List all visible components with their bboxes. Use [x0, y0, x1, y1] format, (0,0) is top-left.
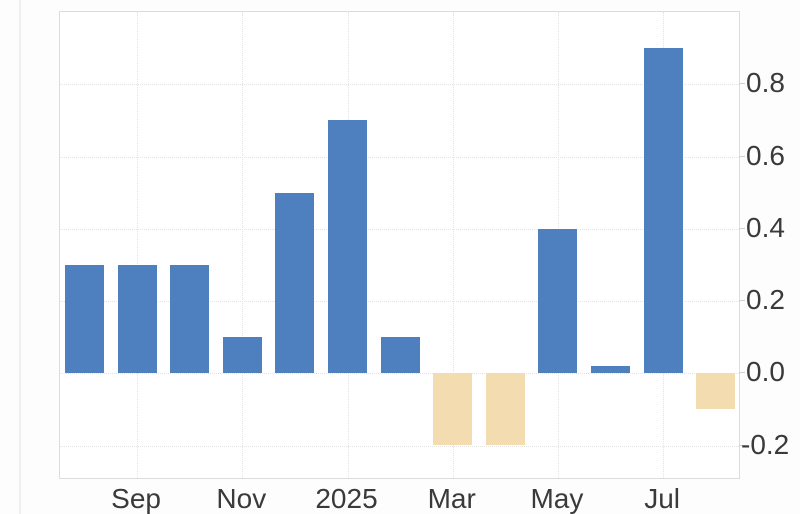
x-axis-tick-label: Mar — [427, 483, 476, 514]
y-axis-tick-label: 0.4 — [746, 211, 785, 243]
bar-chart-plot-area — [59, 11, 740, 479]
bar-negative[interactable] — [433, 373, 473, 446]
bar-positive[interactable] — [117, 264, 157, 374]
horizontal-gridline — [60, 156, 739, 158]
y-axis-tick-label: -0.2 — [741, 428, 790, 460]
horizontal-gridline — [60, 373, 739, 375]
bar-positive[interactable] — [380, 337, 420, 374]
y-axis-tick-label: 0.8 — [746, 67, 785, 99]
horizontal-gridline — [60, 301, 739, 302]
vertical-gridline — [452, 12, 454, 478]
bar-positive[interactable] — [275, 192, 315, 374]
y-axis-tick-label: 0.2 — [746, 284, 785, 315]
y-axis-tick-mark — [739, 300, 745, 301]
y-axis-tick-mark — [739, 155, 745, 157]
left-edge-divider — [19, 0, 21, 514]
vertical-gridline — [137, 12, 139, 478]
horizontal-gridline — [60, 84, 739, 86]
y-axis-tick-mark — [739, 227, 745, 229]
x-axis-tick-label: Nov — [216, 483, 267, 514]
y-axis-tick-label: 0.0 — [746, 356, 785, 388]
bar-negative[interactable] — [696, 373, 736, 410]
bar-positive[interactable] — [591, 366, 630, 374]
x-axis-tick-label: 2025 — [315, 483, 378, 514]
y-axis-tick-label: 0.6 — [746, 139, 785, 171]
x-axis-tick-label: Sep — [111, 483, 162, 514]
y-axis-tick-mark — [739, 83, 745, 85]
bar-negative[interactable] — [485, 373, 525, 446]
x-axis-tick-label: Jul — [644, 483, 680, 514]
bar-positive[interactable] — [65, 264, 104, 374]
y-axis-tick-mark — [739, 444, 745, 446]
bar-positive[interactable] — [170, 264, 210, 374]
bar-positive[interactable] — [328, 120, 367, 374]
bar-positive[interactable] — [538, 228, 578, 374]
y-axis-tick-mark — [739, 372, 745, 374]
horizontal-gridline — [60, 228, 739, 230]
bar-positive[interactable] — [643, 48, 683, 374]
bar-positive[interactable] — [222, 337, 262, 374]
horizontal-gridline — [60, 445, 739, 447]
x-axis-tick-label: May — [530, 483, 584, 514]
vertical-gridline — [242, 12, 244, 478]
